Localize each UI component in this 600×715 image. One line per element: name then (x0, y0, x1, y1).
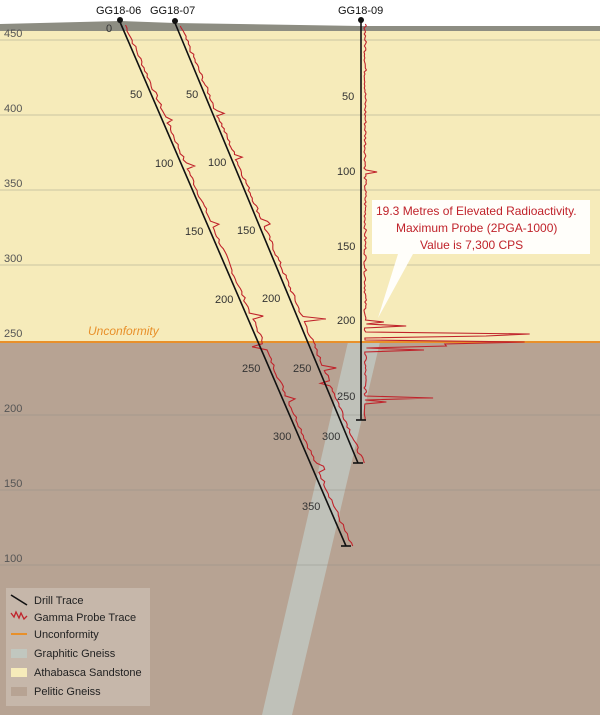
callout-background (372, 200, 590, 318)
gamma-trace-gg18-07 (179, 25, 365, 464)
drill-trace-line-icon (10, 594, 28, 606)
depth-labels-gg18-06: 0 50 100 150 200 250 300 350 (106, 23, 320, 513)
hole-name-gg18-07: GG18-07 (150, 5, 195, 17)
sandstone-swatch-icon (11, 668, 27, 677)
depth-label: 150 (337, 241, 355, 253)
legend-label: Athabasca Sandstone (34, 667, 142, 679)
gamma-trace-gg18-09 (363, 23, 530, 421)
gamma-trace-gg18-06 (125, 24, 354, 547)
depth-label: 250 (293, 363, 311, 375)
depth-label: 300 (273, 431, 291, 443)
collar-marker (358, 17, 364, 23)
legend-label: Pelitic Gneiss (34, 686, 101, 698)
elevation-label: 300 (4, 253, 22, 265)
depth-label: 0 (106, 23, 112, 35)
gamma-probe-traces (125, 23, 530, 547)
depth-label: 150 (185, 226, 203, 238)
elevation-gridlines (0, 39, 600, 566)
drill-trace-gg18-06 (119, 21, 347, 547)
collar-marker (117, 17, 123, 23)
drill-traces (119, 21, 366, 547)
legend-label: Drill Trace (34, 595, 84, 607)
elevation-label: 150 (4, 478, 22, 490)
depth-label: 50 (186, 89, 198, 101)
depth-label: 50 (342, 91, 354, 103)
elevation-label: 350 (4, 178, 22, 190)
callout-line-3: Value is 7,300 CPS (420, 238, 523, 252)
legend: Drill Trace Gamma Probe Trace Unconformi… (6, 588, 150, 706)
depth-label: 50 (130, 89, 142, 101)
radioactivity-callout: 19.3 Metres of Elevated Radioactivity. M… (372, 200, 590, 318)
depth-label: 100 (337, 166, 355, 178)
athabasca-sandstone-layer (0, 28, 600, 343)
unconformity-label: Unconformity (88, 324, 160, 338)
collar-marker (172, 18, 178, 24)
legend-label: Graphitic Gneiss (34, 648, 116, 660)
ground-surface (0, 21, 600, 31)
elevation-label: 200 (4, 403, 22, 415)
depth-label: 200 (262, 293, 280, 305)
elevation-label: 450 (4, 28, 22, 40)
elevation-label: 400 (4, 103, 22, 115)
depth-label: 350 (302, 501, 320, 513)
depth-label: 250 (337, 391, 355, 403)
elevation-axis: 450 400 350 300 250 200 150 100 (4, 28, 22, 565)
legend-label: Gamma Probe Trace (34, 612, 136, 624)
depth-label: 150 (237, 225, 255, 237)
elevation-label: 100 (4, 553, 22, 565)
depth-label: 100 (155, 158, 173, 170)
legend-label: Unconformity (34, 629, 99, 641)
drill-trace-gg18-07 (174, 22, 359, 464)
depth-labels-gg18-09: 50 100 150 200 250 (337, 91, 355, 403)
depth-label: 250 (242, 363, 260, 375)
hole-name-gg18-09: GG18-09 (338, 5, 383, 17)
pelitic-swatch-icon (11, 687, 27, 696)
depth-label: 200 (215, 294, 233, 306)
callout-line-1: 19.3 Metres of Elevated Radioactivity. (376, 204, 577, 218)
depth-label: 100 (208, 157, 226, 169)
hole-name-gg18-06: GG18-06 (96, 5, 141, 17)
elevation-label: 250 (4, 328, 22, 340)
callout-line-2: Maximum Probe (2PGA-1000) (396, 221, 557, 235)
depth-label: 200 (337, 315, 355, 327)
depth-labels-gg18-07: 50 100 150 200 250 300 (186, 89, 340, 443)
gamma-trace-squiggle-icon (10, 610, 28, 621)
graphitic-swatch-icon (11, 649, 27, 658)
depth-label: 300 (322, 431, 340, 443)
legend-box (6, 588, 150, 706)
